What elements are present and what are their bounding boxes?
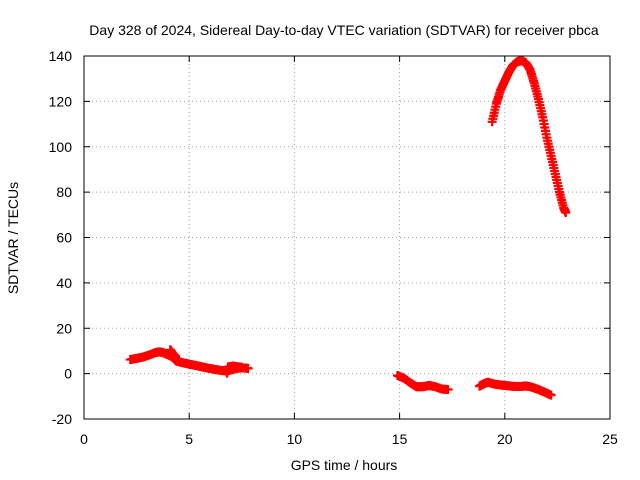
- x-tick-label: 20: [497, 431, 513, 447]
- data-segment: [125, 347, 253, 376]
- sdtvar-series: [125, 56, 571, 400]
- x-tick-label: 15: [392, 431, 408, 447]
- x-axis-label: GPS time / hours: [291, 457, 398, 473]
- x-tick-label: 25: [602, 431, 618, 447]
- y-tick-label: 0: [64, 366, 72, 382]
- grid-lines: [84, 56, 610, 419]
- data-segment: [222, 361, 247, 378]
- y-tick-label: 100: [49, 139, 73, 155]
- y-tick-label: 80: [56, 184, 72, 200]
- data-segment: [392, 370, 453, 395]
- data-point: [561, 208, 571, 218]
- y-tick-label: 140: [49, 48, 73, 64]
- chart-title: Day 328 of 2024, Sidereal Day-to-day VTE…: [89, 22, 599, 38]
- data-point: [443, 385, 453, 395]
- y-tick-label: 60: [56, 230, 72, 246]
- y-tick-label: 20: [56, 320, 72, 336]
- x-tick-label: 5: [185, 431, 193, 447]
- x-tick-label: 10: [287, 431, 303, 447]
- data-point: [237, 362, 247, 372]
- axis-ticks: 0 5 10 15 20 25 -20 0 20 40 60 80 100 120 140: [49, 48, 618, 447]
- y-tick-label: 40: [56, 275, 72, 291]
- data-point: [171, 352, 181, 362]
- data-point: [546, 390, 556, 400]
- y-tick-label: 120: [49, 93, 73, 109]
- data-segment: [487, 56, 571, 218]
- data-segment: [165, 345, 181, 362]
- data-segment: [475, 377, 556, 400]
- y-tick-label: -20: [52, 411, 72, 427]
- x-tick-label: 0: [80, 431, 88, 447]
- y-axis-label: SDTVAR / TECUs: [5, 182, 21, 294]
- plot-frame: [83, 55, 611, 420]
- data-point: [243, 363, 253, 373]
